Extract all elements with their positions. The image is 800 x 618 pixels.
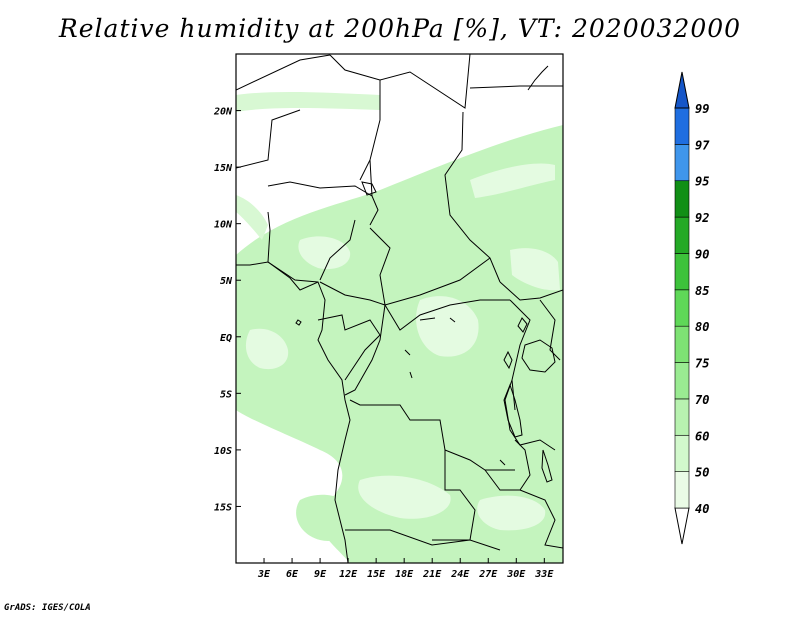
grads-credit: GrADS: IGES/COLA	[4, 603, 91, 613]
lon-tick-label: 33E	[534, 569, 554, 580]
border-libya-chad	[379, 54, 471, 109]
lat-tick-label: 15S	[214, 502, 232, 513]
humidity-band-north	[236, 91, 380, 112]
border-angola-namibia	[345, 529, 501, 551]
latitude-axis: 20N 15N 10N 5N EQ 5S 10S 15S	[213, 107, 241, 513]
humidity-light-f	[245, 328, 289, 370]
lon-tick-label: 6E	[286, 569, 299, 580]
humidity-light-c	[470, 163, 555, 198]
colorbar-label: 95	[695, 175, 709, 189]
border-congo-drc	[344, 304, 386, 396]
lake-albert	[517, 317, 528, 333]
border-cameroon-car	[319, 281, 386, 306]
border-uganda-drc	[509, 299, 531, 411]
colorbar-bin	[674, 253, 690, 291]
colorbar-bin	[674, 289, 690, 327]
colorbar-bin	[674, 434, 690, 472]
map-frame	[235, 53, 564, 564]
humidity-band-northwest	[236, 195, 268, 240]
lon-tick-label: 30E	[506, 569, 526, 580]
colorbar-bin	[674, 398, 690, 436]
humidity-light-g	[477, 495, 546, 531]
colorbar-label: 90	[695, 247, 709, 261]
colorbar-label: 70	[695, 393, 709, 407]
lake-tanganyika	[503, 383, 523, 438]
lat-tick-label: 20N	[213, 107, 233, 118]
border-kenya-uganda	[539, 299, 561, 361]
colorbar-label: 92	[695, 211, 709, 225]
lat-tick-label: 15N	[214, 163, 233, 174]
border-sudan-south-sudan	[499, 281, 563, 301]
lon-tick-label: 24E	[450, 569, 470, 580]
colorbar-label: 85	[695, 284, 709, 298]
humidity-south-patch	[296, 494, 356, 541]
border-egypt-sudan	[469, 85, 563, 89]
chart-title: Relative humidity at 200hPa [%], VT: 202…	[58, 14, 742, 43]
border-zambia-mozambique	[519, 489, 563, 549]
lake-malawi	[541, 449, 553, 483]
border-drc-zambia	[484, 439, 531, 491]
longitude-axis: 3E 6E 9E 12E 15E 18E 21E 24E 27E 30E 33E	[257, 558, 554, 580]
lake-kivu	[503, 350, 513, 370]
border-car-drc	[384, 299, 510, 331]
lat-tick-label: 10S	[214, 446, 232, 457]
colorbar-bin	[674, 471, 690, 509]
colorbar-bin	[674, 71, 690, 109]
colorbar-label: 75	[695, 357, 709, 371]
border-gabon-congo	[317, 314, 381, 381]
border-niger-nigeria	[236, 109, 373, 197]
humidity-light-e	[358, 475, 451, 519]
colorbar-bin	[674, 144, 690, 182]
lake-chad	[361, 181, 377, 196]
colorbar-bin	[674, 325, 690, 363]
colorbar-bin	[674, 362, 690, 400]
humidity-light-a	[298, 236, 351, 270]
colorbar-label: 80	[695, 320, 709, 334]
lon-tick-label: 3E	[257, 569, 271, 580]
colorbar-bin	[674, 180, 690, 218]
humidity-light-d	[510, 248, 560, 291]
colorbar-label: 97	[695, 138, 710, 152]
lat-tick-label: EQ	[220, 333, 232, 344]
colorbar-label: 40	[695, 502, 709, 516]
lon-tick-label: 12E	[339, 569, 358, 580]
lon-tick-label: 21E	[422, 569, 442, 580]
colorbar-bin	[674, 216, 690, 254]
lat-tick-label: 5S	[220, 389, 232, 400]
island-bioko	[295, 319, 302, 326]
border-drc-angola	[349, 399, 515, 471]
lon-tick-label: 9E	[314, 569, 327, 580]
colorbar: 40 50 60 70 75 80 85 90 92 95 97 99	[674, 71, 710, 545]
colorbar-bin	[674, 107, 690, 145]
lake-victoria	[521, 339, 556, 373]
lat-tick-label: 5N	[220, 276, 233, 287]
humidity-band-main	[236, 125, 563, 563]
colorbar-label: 99	[695, 102, 709, 116]
lat-tick-label: 10N	[214, 220, 233, 231]
dash-lakes-drc	[404, 317, 506, 466]
border-algeria-niger-mali	[236, 54, 381, 181]
lon-tick-label: 18E	[395, 569, 414, 580]
humidity-field	[236, 91, 563, 563]
country-borders	[236, 54, 563, 563]
coastline-gulf-guinea	[236, 261, 351, 563]
lon-tick-label: 27E	[478, 569, 498, 580]
border-angola-zambia	[432, 450, 476, 541]
colorbar-label: 60	[695, 429, 709, 443]
sinai-coast	[527, 65, 549, 91]
lon-tick-label: 15E	[367, 569, 386, 580]
colorbar-label: 50	[695, 466, 709, 480]
colorbar-bin	[674, 507, 690, 545]
border-niger-chad	[369, 159, 379, 226]
